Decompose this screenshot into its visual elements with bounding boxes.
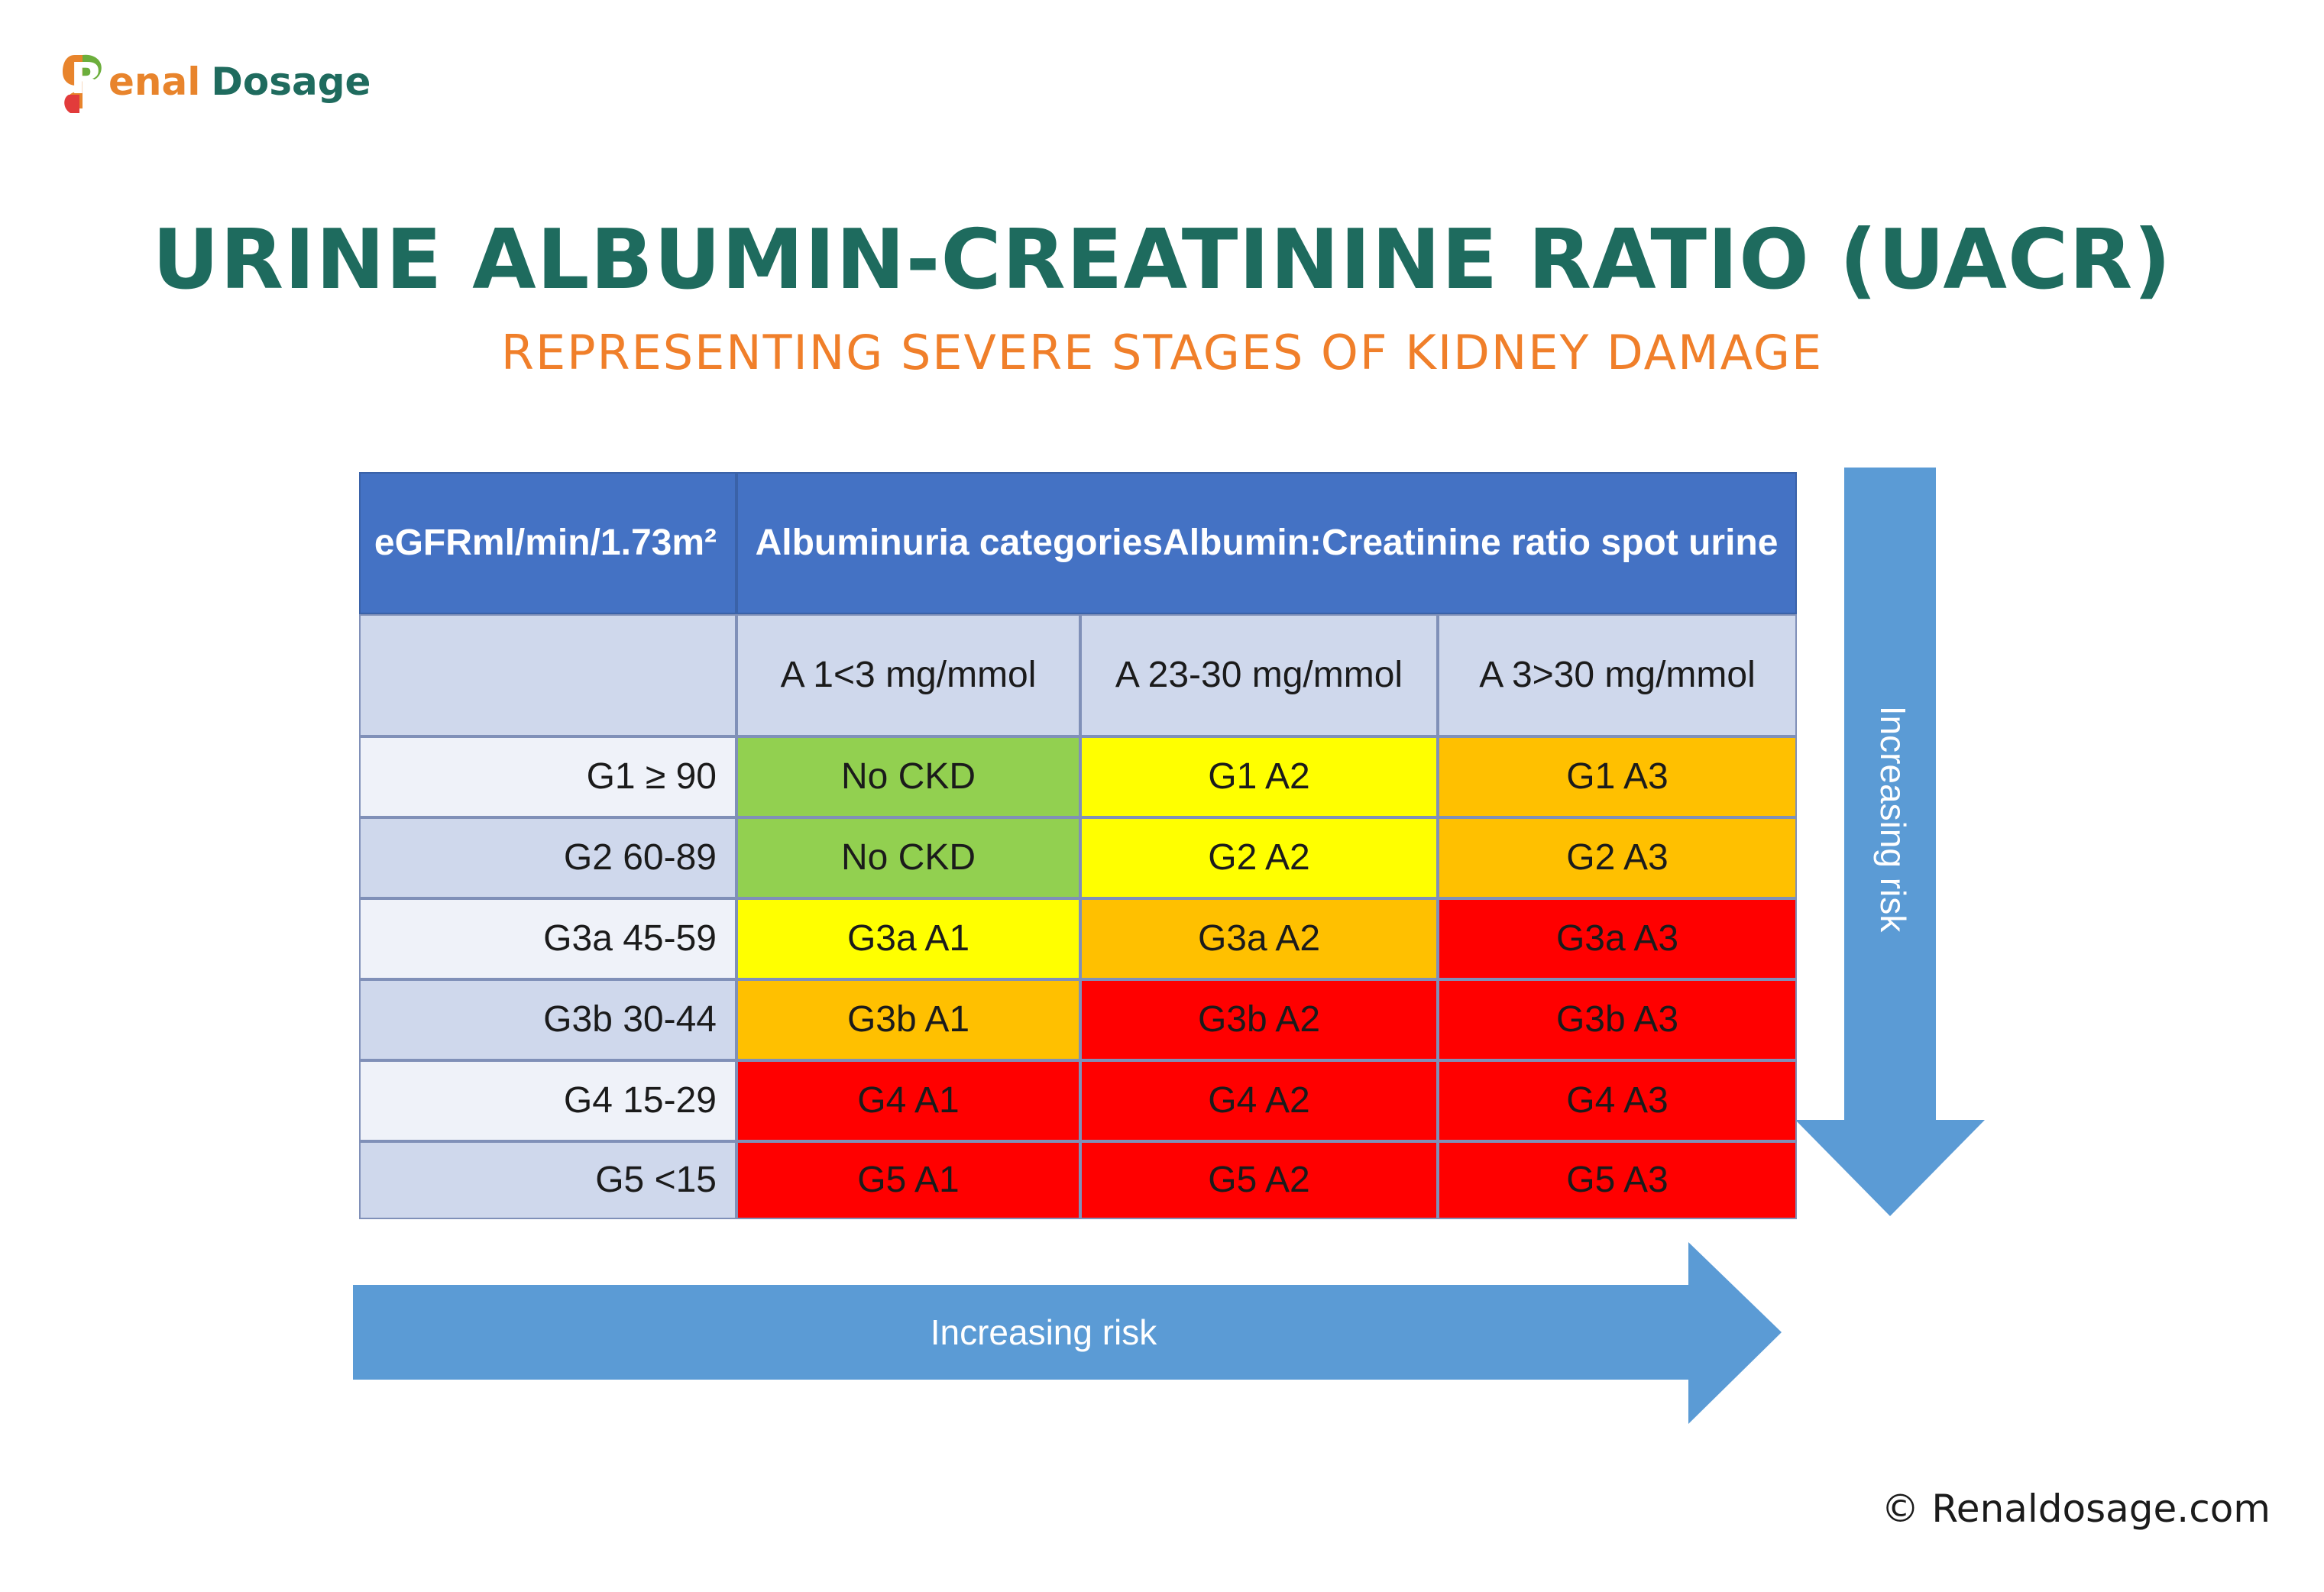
brand-name: enal Dosage bbox=[108, 60, 371, 104]
albuminuria-header: Albuminuria categories Albumin:Creatinine… bbox=[736, 472, 1797, 614]
risk-cell: G3b A2 bbox=[1080, 979, 1438, 1060]
risk-cell: G4 A1 bbox=[736, 1060, 1080, 1141]
brand-name-enal: enal bbox=[108, 60, 201, 104]
column-code: A 3 bbox=[1479, 654, 1533, 695]
albuminuria-column-header: A 3 >30 mg/mmol bbox=[1438, 614, 1797, 736]
brand-name-dosage: Dosage bbox=[211, 60, 371, 104]
vertical-risk-arrow bbox=[1795, 468, 1985, 1216]
logo-letter: R bbox=[70, 54, 103, 104]
horizontal-risk-arrow bbox=[353, 1242, 1782, 1424]
risk-cell: G3a A1 bbox=[736, 898, 1080, 979]
risk-cell: G4 A2 bbox=[1080, 1060, 1438, 1141]
blank-subheader bbox=[359, 614, 736, 736]
risk-cell: G1 A3 bbox=[1438, 736, 1797, 817]
risk-cell: G5 A2 bbox=[1080, 1141, 1438, 1219]
risk-cell: G3a A2 bbox=[1080, 898, 1438, 979]
header-line: ml/min/1.73m² bbox=[471, 522, 717, 563]
egfr-stage-label: G3b 30-44 bbox=[359, 979, 736, 1060]
risk-cell: G5 A1 bbox=[736, 1141, 1080, 1219]
header-line: eGFR bbox=[374, 522, 472, 563]
page-title: URINE ALBUMIN-CREATININE RATIO (UACR) bbox=[152, 212, 2172, 308]
horizontal-risk-label: Increasing risk bbox=[931, 1312, 1158, 1352]
column-code: A 1 bbox=[780, 654, 833, 695]
header-line: Albumin:Creatinine ratio spot urine bbox=[1163, 522, 1779, 563]
egfr-stage-label: G2 60-89 bbox=[359, 817, 736, 898]
column-range: <3 mg/mmol bbox=[833, 654, 1037, 695]
egfr-stage-label: G4 15-29 bbox=[359, 1060, 736, 1141]
column-range: 3-30 mg/mmol bbox=[1168, 654, 1403, 695]
uacr-table: eGFR ml/min/1.73m² Albuminuria categories A… bbox=[359, 472, 1797, 1219]
risk-cell: G1 A2 bbox=[1080, 736, 1438, 817]
vertical-risk-label: Increasing risk bbox=[1873, 706, 1913, 934]
copyright-footer: © Renaldosage.com bbox=[1881, 1487, 2271, 1531]
brand-logo: R enal Dosage bbox=[60, 47, 371, 116]
column-code: A 2 bbox=[1115, 654, 1169, 695]
renal-logo-icon: R bbox=[60, 47, 108, 116]
column-range: >30 mg/mmol bbox=[1532, 654, 1756, 695]
risk-cell: G4 A3 bbox=[1438, 1060, 1797, 1141]
risk-cell: G2 A3 bbox=[1438, 817, 1797, 898]
risk-cell: G2 A2 bbox=[1080, 817, 1438, 898]
page-subtitle: REPRESENTING SEVERE STAGES OF KIDNEY DAM… bbox=[500, 325, 1824, 380]
albuminuria-column-header: A 2 3-30 mg/mmol bbox=[1080, 614, 1438, 736]
risk-cell: No CKD bbox=[736, 817, 1080, 898]
risk-cell: G3a A3 bbox=[1438, 898, 1797, 979]
header-line: Albuminuria categories bbox=[755, 522, 1164, 563]
egfr-stage-label: G5 <15 bbox=[359, 1141, 736, 1219]
egfr-header: eGFR ml/min/1.73m² bbox=[359, 472, 736, 614]
risk-cell: G5 A3 bbox=[1438, 1141, 1797, 1219]
risk-cell: G3b A3 bbox=[1438, 979, 1797, 1060]
risk-cell: No CKD bbox=[736, 736, 1080, 817]
egfr-stage-label: G1 ≥ 90 bbox=[359, 736, 736, 817]
albuminuria-column-header: A 1 <3 mg/mmol bbox=[736, 614, 1080, 736]
risk-cell: G3b A1 bbox=[736, 979, 1080, 1060]
egfr-stage-label: G3a 45-59 bbox=[359, 898, 736, 979]
